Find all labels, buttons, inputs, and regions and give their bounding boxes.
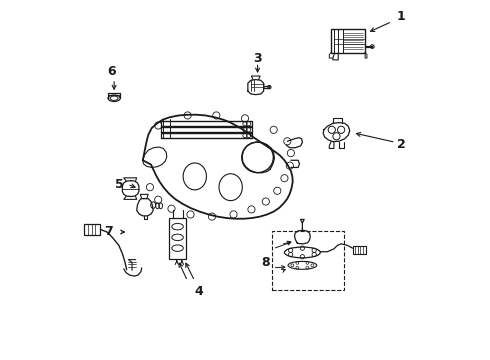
Text: 5: 5 <box>115 178 124 191</box>
Text: 4: 4 <box>194 285 203 298</box>
Text: 8: 8 <box>262 256 270 269</box>
Bar <box>331 30 365 53</box>
Bar <box>169 218 186 259</box>
Text: 6: 6 <box>107 65 116 78</box>
Text: 2: 2 <box>396 138 405 151</box>
Bar <box>84 225 100 234</box>
Bar <box>353 246 366 253</box>
Text: 7: 7 <box>104 225 112 238</box>
Text: 1: 1 <box>396 10 405 23</box>
Bar <box>272 231 343 291</box>
Text: 3: 3 <box>253 51 262 64</box>
